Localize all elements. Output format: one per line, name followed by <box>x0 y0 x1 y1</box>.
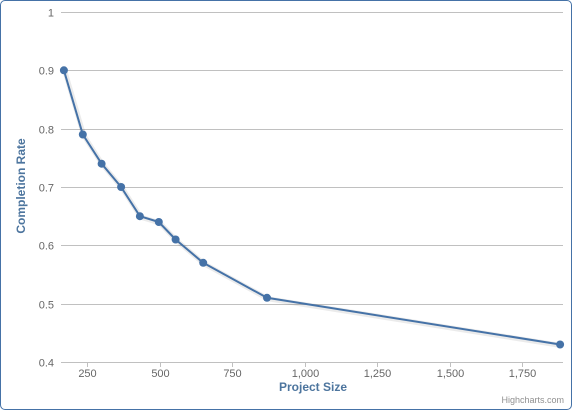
data-point[interactable] <box>78 130 87 139</box>
data-point[interactable] <box>117 183 126 191</box>
series-line <box>62 69 562 346</box>
x-tick-label: 750 <box>223 368 241 380</box>
axes: 0.4 0.5 0.6 0.7 0.8 0.9 1 250 500 750 1,000 1,250 1,… <box>39 8 563 380</box>
data-point[interactable] <box>171 235 180 244</box>
data-point[interactable] <box>97 159 106 168</box>
series-layer <box>59 66 565 349</box>
x-tick-label: 1,750 <box>509 368 537 380</box>
data-point[interactable] <box>263 293 271 302</box>
grid-lines <box>61 12 563 363</box>
y-tick-label: 0.4 <box>39 358 54 370</box>
data-point[interactable] <box>135 212 144 221</box>
x-tick-label: 250 <box>78 368 96 380</box>
y-tick-label: 0.6 <box>39 241 54 253</box>
data-point[interactable] <box>199 258 208 267</box>
y-tick-label: 0.8 <box>39 125 54 137</box>
y-tick-label: 0.7 <box>39 183 54 195</box>
credits-link[interactable]: Highcharts.com <box>501 395 564 405</box>
x-axis-title: Project Size <box>279 380 347 394</box>
y-axis-title: Completion Rate <box>14 138 28 234</box>
data-point[interactable] <box>59 66 68 75</box>
x-tick-label: 500 <box>151 368 169 380</box>
x-tick-label: 1,500 <box>437 368 465 380</box>
y-tick-label: 0.5 <box>39 300 54 312</box>
x-tick-label: 1,000 <box>292 368 320 380</box>
x-tick-label: 1,250 <box>364 368 392 380</box>
y-tick-label: 0.9 <box>39 66 54 78</box>
y-tick-label: 1 <box>48 8 54 20</box>
data-point[interactable] <box>556 340 565 349</box>
data-point[interactable] <box>154 218 163 226</box>
